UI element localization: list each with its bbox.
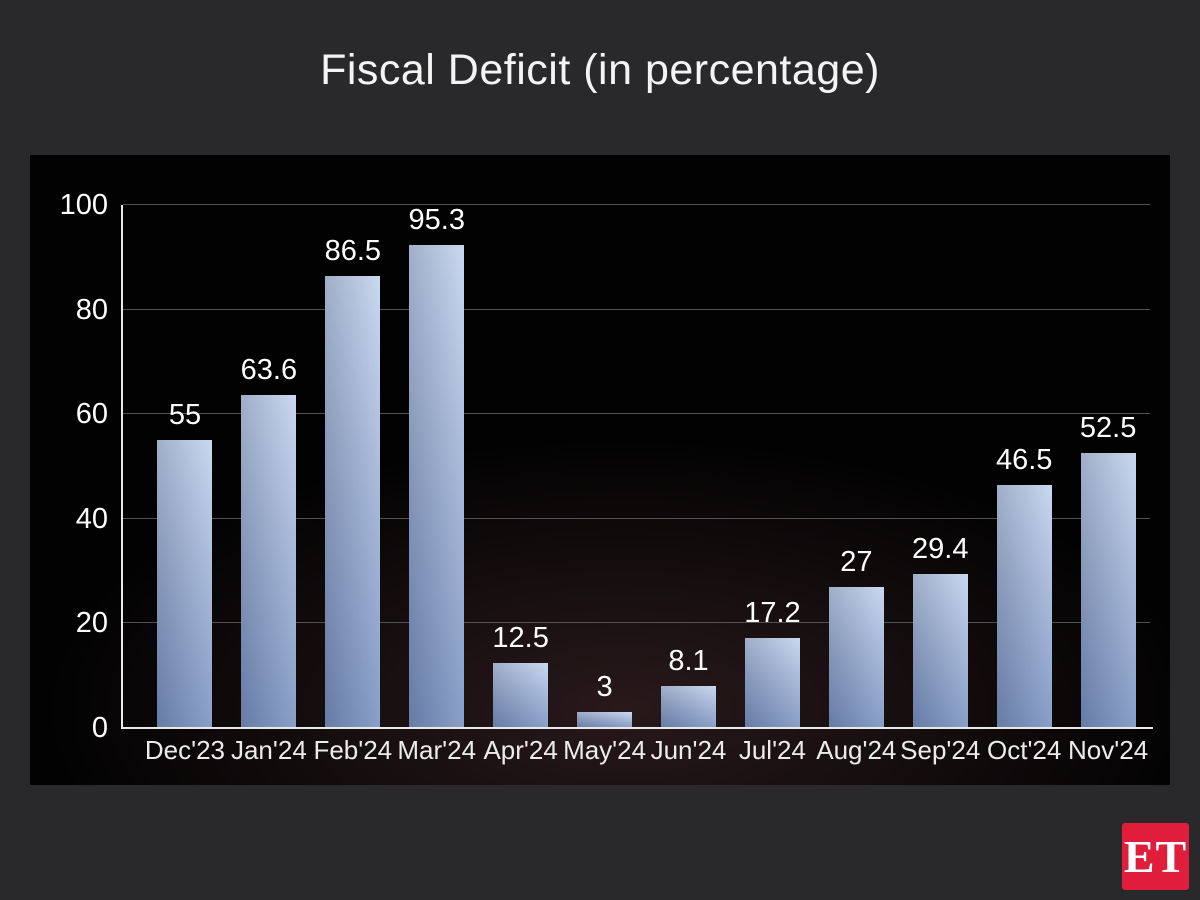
y-tick-label: 100 bbox=[59, 189, 108, 221]
x-tick-label: May'24 bbox=[563, 735, 647, 765]
bar-value-label: 63.6 bbox=[240, 354, 298, 387]
y-axis-line bbox=[121, 205, 123, 728]
x-tick-label: Jul'24 bbox=[738, 735, 806, 765]
x-tick-label: Aug'24 bbox=[816, 735, 897, 765]
bar-sep24 bbox=[912, 574, 968, 728]
bar-may24 bbox=[577, 712, 633, 728]
y-tick-label: 20 bbox=[75, 607, 108, 640]
bar-slot: 12.5 bbox=[479, 205, 563, 728]
x-tick-label: Dec'23 bbox=[144, 735, 226, 765]
bar-dec23 bbox=[157, 440, 213, 728]
bar-value-label: 55 bbox=[168, 399, 202, 432]
x-tick-label: Mar'24 bbox=[397, 735, 477, 765]
plot-area: 55 63.6 86.5 95.3 12.5 3 8.1 17.2 27 29.4 46.5 52.5 bbox=[121, 204, 1153, 729]
y-tick-label: 0 bbox=[91, 712, 108, 744]
y-tick-label: 60 bbox=[75, 398, 108, 431]
bar-slot: 46.5 bbox=[982, 205, 1066, 728]
bar-value-label: 3 bbox=[596, 671, 613, 704]
gridline bbox=[123, 204, 1150, 205]
bar-slot: 27 bbox=[814, 205, 898, 728]
y-tick-label: 80 bbox=[75, 293, 108, 326]
gridline bbox=[123, 517, 1150, 519]
bar-mar24 bbox=[409, 245, 465, 728]
x-tick-label: Oct'24 bbox=[987, 735, 1062, 765]
et-logo: ET bbox=[1122, 823, 1189, 890]
bar-value-label: 52.5 bbox=[1079, 412, 1137, 445]
bar-jun24 bbox=[660, 685, 716, 728]
x-axis-line bbox=[121, 727, 1153, 729]
bar-slot: 29.4 bbox=[898, 205, 982, 728]
bar-slot: 95.3 bbox=[395, 205, 479, 728]
bar-slot: 3 bbox=[563, 205, 647, 728]
bar-value-label: 27 bbox=[840, 545, 873, 578]
bar-oct24 bbox=[996, 484, 1052, 728]
bar-value-label: 86.5 bbox=[324, 234, 382, 267]
x-tick-label: Jan'24 bbox=[230, 735, 307, 765]
chart-panel: 0 20 40 60 80 100 55 63.6 86.5 95.3 12.5 3 8.1 17.2 2… bbox=[30, 155, 1170, 785]
chart-title: Fiscal Deficit (in percentage) bbox=[320, 46, 880, 94]
x-tick-label: Jun'24 bbox=[650, 735, 727, 765]
x-tick-label: Nov'24 bbox=[1068, 735, 1149, 765]
bar-slot: 17.2 bbox=[730, 205, 814, 728]
bar-value-label: 29.4 bbox=[912, 533, 969, 566]
bar-value-label: 12.5 bbox=[492, 621, 549, 654]
bar-value-label: 46.5 bbox=[995, 443, 1053, 476]
x-tick-label: Apr'24 bbox=[483, 735, 558, 765]
bar-feb24 bbox=[325, 275, 381, 728]
bar-value-label: 8.1 bbox=[668, 644, 709, 677]
bar-slot: 52.5 bbox=[1066, 205, 1150, 728]
bar-aug24 bbox=[828, 586, 884, 728]
x-tick-label: Feb'24 bbox=[313, 735, 393, 765]
bar-slot: 86.5 bbox=[311, 205, 395, 728]
bar-value-label: 95.3 bbox=[408, 204, 465, 236]
bar-slot: 8.1 bbox=[647, 205, 731, 728]
x-tick-label: Sep'24 bbox=[900, 735, 981, 765]
bar-jul24 bbox=[744, 638, 800, 728]
bars-row: 55 63.6 86.5 95.3 12.5 3 8.1 17.2 27 29.4 46.5 52.5 bbox=[123, 205, 1150, 728]
gridline bbox=[123, 622, 1150, 624]
x-axis-labels: Dec'23 Jan'24 Feb'24 Mar'24 Apr'24 May'24 Jun'… bbox=[123, 735, 1150, 765]
bar-slot: 63.6 bbox=[227, 205, 311, 728]
bar-slot: 55 bbox=[143, 205, 227, 728]
y-tick-label: 40 bbox=[75, 502, 108, 535]
et-logo-text: ET bbox=[1123, 831, 1188, 882]
gridline bbox=[123, 308, 1150, 310]
bar-nov24 bbox=[1080, 453, 1136, 728]
gridline bbox=[123, 413, 1150, 415]
bar-jan24 bbox=[241, 395, 297, 728]
bar-apr24 bbox=[493, 662, 549, 728]
bar-value-label: 17.2 bbox=[744, 597, 801, 630]
